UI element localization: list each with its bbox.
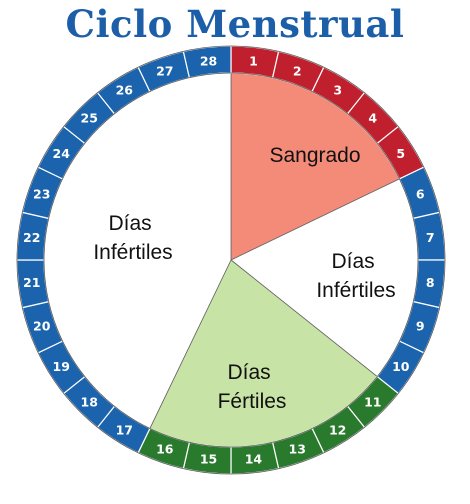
day-label-5: 5 xyxy=(396,146,405,161)
day-label-10: 10 xyxy=(392,359,410,374)
day-label-27: 27 xyxy=(156,63,173,78)
day-label-22: 22 xyxy=(23,230,40,245)
day-label-12: 12 xyxy=(329,422,346,437)
region-infertile-after-label: Días Infértiles xyxy=(316,250,395,302)
day-label-4: 4 xyxy=(368,111,377,126)
day-label-26: 26 xyxy=(116,83,134,98)
day-label-16: 16 xyxy=(156,442,174,457)
day-label-6: 6 xyxy=(416,186,425,201)
day-label-2: 2 xyxy=(293,63,302,78)
day-label-23: 23 xyxy=(33,186,50,201)
day-label-28: 28 xyxy=(200,53,217,68)
day-label-19: 19 xyxy=(53,359,70,374)
day-label-9: 9 xyxy=(416,319,425,334)
day-label-20: 20 xyxy=(33,319,51,334)
day-label-21: 21 xyxy=(23,275,40,290)
ring-outer-border xyxy=(16,45,446,475)
day-label-25: 25 xyxy=(81,111,98,126)
day-label-15: 15 xyxy=(200,452,217,467)
day-label-13: 13 xyxy=(289,442,306,457)
day-label-14: 14 xyxy=(245,452,263,467)
region-fertile-label: Días Fértiles xyxy=(218,361,287,413)
day-label-7: 7 xyxy=(426,230,435,245)
day-label-17: 17 xyxy=(116,422,133,437)
day-label-1: 1 xyxy=(249,53,258,68)
day-label-8: 8 xyxy=(426,275,435,290)
day-label-11: 11 xyxy=(364,394,381,409)
region-bleeding-label: Sangrado xyxy=(269,144,360,167)
day-ring: 1234567891011121314151617181920212223242… xyxy=(16,45,446,475)
day-label-18: 18 xyxy=(81,394,98,409)
diagram-title: Ciclo Menstrual xyxy=(65,2,405,46)
region-infertile-before-label: Días Infértiles xyxy=(93,212,172,264)
region-labels: Sangrado Días Infértiles Días Fértiles D… xyxy=(93,144,395,413)
day-label-24: 24 xyxy=(53,146,71,161)
ring-inner-border xyxy=(43,72,419,448)
day-label-3: 3 xyxy=(333,83,342,98)
